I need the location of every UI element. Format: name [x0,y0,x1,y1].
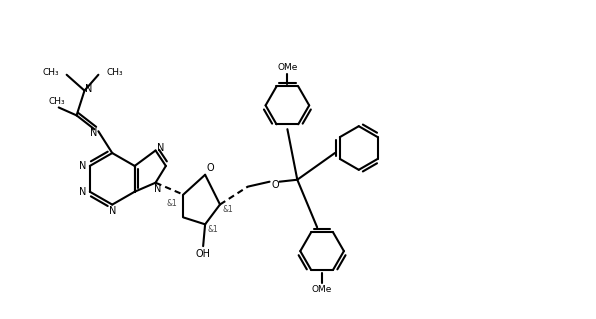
Text: N: N [90,128,97,138]
Text: &1: &1 [222,205,233,214]
Text: O: O [206,163,214,173]
Text: O: O [272,180,280,190]
Text: N: N [79,161,86,171]
Text: N: N [108,205,116,216]
Text: N: N [154,184,162,194]
Text: N: N [85,84,92,93]
Text: OH: OH [195,249,210,259]
Text: CH₃: CH₃ [42,68,59,77]
Text: &1: &1 [166,199,177,208]
Text: CH₃: CH₃ [106,68,123,77]
Text: N: N [79,187,86,197]
Text: &1: &1 [207,225,218,234]
Text: CH₃: CH₃ [48,97,65,106]
Text: N: N [157,143,164,152]
Text: OMe: OMe [312,285,333,294]
Text: OMe: OMe [277,63,297,72]
